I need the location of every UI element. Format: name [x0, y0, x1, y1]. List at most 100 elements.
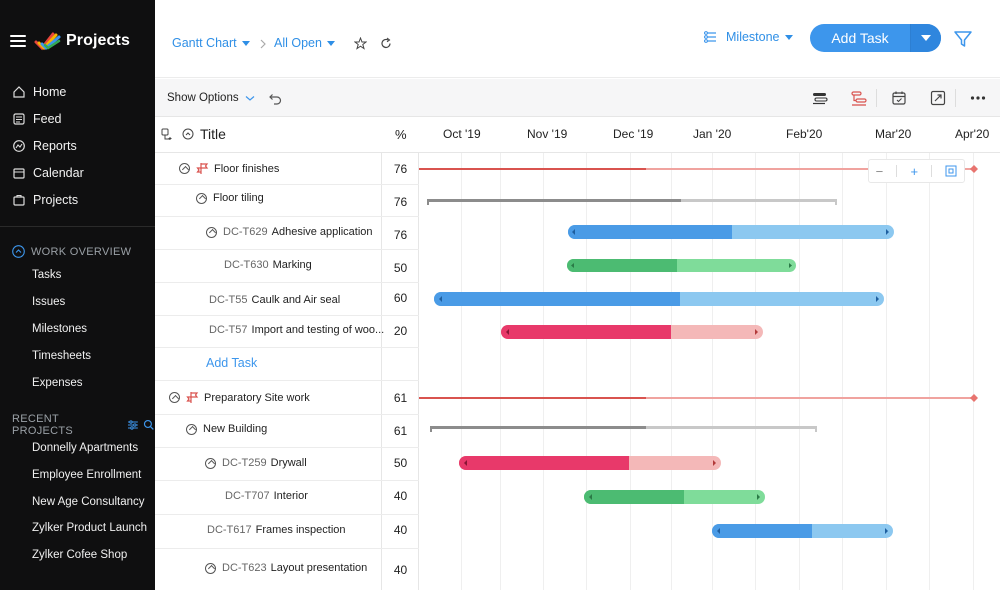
chevron-right-icon: [260, 39, 266, 49]
table-row[interactable]: DC-T623 Layout presentation: [205, 562, 367, 574]
table-row[interactable]: Preparatory Site work: [169, 391, 310, 404]
filter-label: All Open: [274, 36, 322, 50]
tasklist-bar[interactable]: [430, 426, 817, 432]
collapse-icon[interactable]: [186, 423, 197, 435]
search-icon[interactable]: [143, 419, 155, 431]
row-percent: 50: [393, 456, 408, 470]
add-task-label: Add Task: [831, 30, 889, 46]
row-title: Drywall: [270, 457, 307, 469]
table-row[interactable]: DC-T630 Marking: [224, 259, 312, 271]
row-divider: [155, 184, 419, 185]
zoom-divider: [896, 165, 898, 177]
toolbar-divider: [876, 89, 877, 107]
add-task-dropdown[interactable]: [910, 24, 941, 52]
toolbar-divider: [955, 89, 956, 107]
sidebar-item-tasks[interactable]: Tasks: [32, 269, 62, 281]
group-by-selector[interactable]: Milestone: [703, 30, 793, 44]
zoom-in-icon[interactable]: +: [910, 163, 919, 179]
table-row[interactable]: DC-T617 Frames inspection: [207, 524, 346, 536]
recent-project-item[interactable]: Zylker Product Launch: [32, 522, 148, 534]
table-row[interactable]: DC-T55 Caulk and Air seal: [209, 294, 340, 306]
table-row[interactable]: Floor finishes: [179, 162, 279, 175]
table-row[interactable]: New Building: [186, 423, 267, 435]
collapse-icon[interactable]: [206, 226, 217, 238]
month-label: Mar'20: [875, 127, 912, 141]
tasklist-bar[interactable]: [427, 199, 837, 205]
task-bar[interactable]: [568, 225, 894, 239]
sidebar-item-projects[interactable]: Projects: [12, 190, 78, 210]
menu-icon[interactable]: [10, 35, 26, 47]
table-row[interactable]: DC-T259 Drywall: [205, 457, 307, 469]
recent-project-item[interactable]: Employee Enrollment: [32, 469, 142, 481]
milestone-flag-icon: [186, 392, 199, 403]
zoom-out-icon[interactable]: −: [875, 163, 884, 179]
filter-settings-icon[interactable]: [127, 419, 139, 431]
title-column-header[interactable]: Title: [200, 126, 226, 142]
grid-line: [799, 153, 800, 590]
sidebar-item-feed[interactable]: Feed: [12, 109, 62, 129]
collapse-icon[interactable]: [196, 192, 207, 204]
milestone-group-icon: [704, 31, 716, 43]
more-options-icon[interactable]: [969, 89, 987, 107]
month-label: Jan '20: [693, 127, 732, 141]
grid-line: [671, 153, 672, 590]
sidebar-item-expenses[interactable]: Expenses: [32, 377, 83, 389]
collapse-icon[interactable]: [205, 562, 216, 574]
task-bar[interactable]: [567, 259, 796, 272]
milestone-bar[interactable]: [419, 394, 978, 402]
caret-down-icon: [784, 34, 793, 40]
group-by-label: Milestone: [726, 30, 780, 44]
add-task-button[interactable]: Add Task: [810, 24, 941, 52]
recent-project-item[interactable]: New Age Consultancy: [32, 496, 145, 508]
table-row[interactable]: Floor tiling: [196, 192, 264, 204]
collapse-icon[interactable]: [205, 457, 216, 469]
grid-line: [630, 153, 631, 590]
reports-icon: [13, 140, 25, 152]
sidebar-item-timesheets[interactable]: Timesheets: [32, 350, 92, 362]
sidebar-item-reports[interactable]: Reports: [12, 136, 77, 156]
expand-icon[interactable]: [929, 89, 947, 107]
task-bar[interactable]: [501, 325, 763, 339]
projects-logo-icon: [34, 32, 61, 51]
grid-line: [929, 153, 930, 590]
row-divider: [155, 548, 419, 549]
table-row[interactable]: DC-T629 Adhesive application: [206, 226, 373, 238]
calendar-check-icon[interactable]: [890, 89, 908, 107]
view-label: Gantt Chart: [172, 36, 237, 50]
task-bar[interactable]: [584, 490, 765, 504]
outline-tree-icon[interactable]: [161, 128, 174, 141]
fit-screen-icon[interactable]: [945, 165, 957, 177]
task-bar[interactable]: [434, 292, 884, 306]
chevron-down-icon: [245, 95, 255, 101]
sidebar-divider: [0, 226, 155, 227]
row-title: Floor tiling: [213, 192, 264, 204]
sidebar-item-issues[interactable]: Issues: [32, 296, 66, 308]
grid-line: [842, 153, 843, 590]
critical-path-icon[interactable]: [850, 89, 868, 107]
task-bar[interactable]: [712, 524, 893, 538]
recent-project-item[interactable]: Zylker Cofee Shop: [32, 549, 128, 561]
work-overview-header[interactable]: WORK OVERVIEW: [12, 245, 131, 258]
recent-project-item[interactable]: Donnelly Apartments: [32, 442, 139, 454]
filter-icon[interactable]: [953, 29, 973, 49]
filter-selector[interactable]: All Open: [274, 36, 335, 50]
sidebar-item-calendar[interactable]: Calendar: [12, 163, 84, 183]
percent-column-header[interactable]: %: [395, 127, 407, 142]
collapse-icon[interactable]: [169, 392, 180, 403]
sidebar-item-home[interactable]: Home: [12, 82, 66, 102]
table-row[interactable]: DC-T707 Interior: [225, 490, 308, 502]
refresh-icon[interactable]: [380, 37, 392, 50]
add-task-link[interactable]: Add Task: [206, 356, 258, 370]
row-title: Import and testing of woo...: [251, 324, 385, 336]
row-divider: [155, 380, 419, 381]
show-options-button[interactable]: Show Options: [167, 92, 255, 104]
task-bar[interactable]: [459, 456, 721, 470]
table-row[interactable]: DC-T57 Import and testing of woo...: [209, 324, 384, 336]
sidebar-item-milestones[interactable]: Milestones: [32, 323, 87, 335]
collapse-icon[interactable]: [179, 163, 190, 174]
star-icon[interactable]: [354, 37, 367, 50]
task-code: DC-T630: [224, 259, 269, 271]
baseline-icon[interactable]: [811, 89, 829, 107]
undo-icon[interactable]: [266, 89, 284, 107]
view-selector[interactable]: Gantt Chart: [172, 36, 250, 50]
